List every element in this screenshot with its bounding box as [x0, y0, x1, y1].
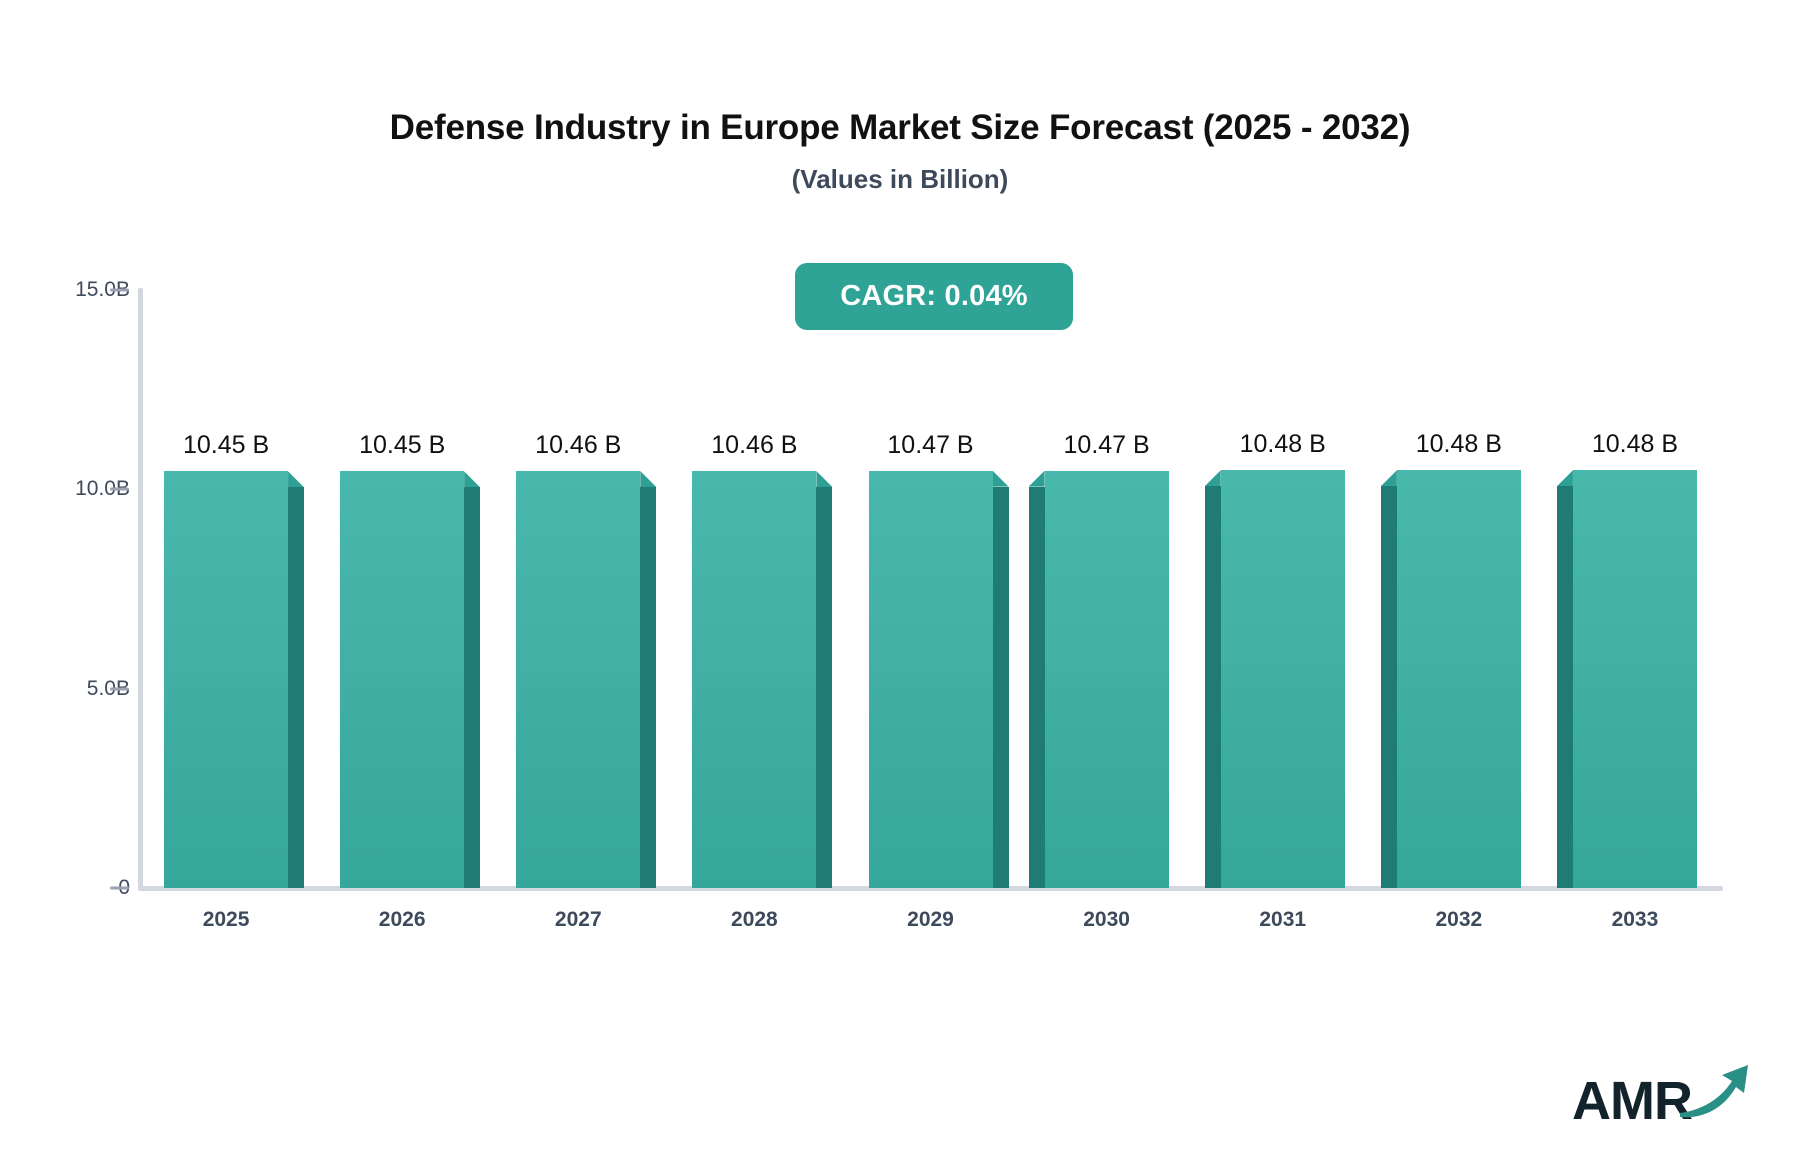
bar-front-face — [868, 470, 993, 888]
x-axis-label: 2026 — [378, 908, 426, 931]
bar-value-label: 10.48 B — [1415, 430, 1502, 459]
bar-side-face — [1380, 486, 1397, 888]
bar-value-label: 10.46 B — [535, 430, 622, 459]
x-axis-label: 2030 — [1083, 908, 1130, 931]
x-axis-label: 2029 — [907, 908, 954, 931]
bar[interactable] — [164, 471, 305, 888]
bar-value-label: 10.45 B — [182, 431, 270, 460]
bar-side-face — [640, 486, 657, 888]
bar-front-face — [164, 471, 289, 888]
cagr-badge-label: CAGR: 0.04% — [840, 280, 1028, 312]
y-axis-line — [138, 288, 143, 890]
y-axis-tick-mark — [110, 487, 129, 491]
x-axis-label: 2032 — [1435, 908, 1483, 931]
title-block: Defense Industry in Europe Market Size F… — [0, 108, 1800, 195]
bar-front-face — [1220, 470, 1345, 888]
bar[interactable] — [1556, 470, 1697, 888]
bar[interactable] — [868, 470, 1009, 888]
chart-subtitle: (Values in Billion) — [791, 164, 1009, 195]
bar-side-face — [1028, 486, 1045, 888]
x-axis-label: 2028 — [731, 908, 778, 931]
bar-side-face — [464, 487, 481, 888]
bar-top-face — [1556, 470, 1573, 487]
bar-front-face — [1572, 470, 1697, 888]
x-axis-label: 2027 — [554, 908, 602, 931]
x-axis-label: 2031 — [1259, 908, 1307, 931]
bar-top-face — [1028, 470, 1045, 487]
bar-front-face — [1044, 470, 1169, 888]
bar[interactable] — [1028, 470, 1169, 888]
bar[interactable] — [340, 471, 481, 888]
trending-up-arrow-icon — [1678, 1059, 1752, 1124]
bar[interactable] — [1380, 470, 1521, 888]
bar-value-label: 10.48 B — [1239, 430, 1326, 459]
bar-side-face — [1204, 486, 1221, 888]
bar-top-face — [992, 470, 1009, 487]
page-title: Defense Industry in Europe Market Size F… — [389, 108, 1411, 147]
bar-top-face — [288, 471, 305, 488]
bar[interactable] — [692, 470, 833, 888]
y-axis-tick-mark — [110, 687, 129, 691]
amr-logo-text: AMR — [1572, 1071, 1693, 1131]
bar-value-label: 10.45 B — [359, 431, 446, 460]
bar-top-face — [464, 471, 481, 488]
bar-value-label: 10.47 B — [887, 430, 974, 459]
bar-front-face — [516, 470, 641, 888]
bar-top-face — [1380, 470, 1397, 487]
bar-side-face — [992, 486, 1009, 888]
cagr-badge: CAGR: 0.04% — [795, 263, 1073, 330]
bar-front-face — [1396, 470, 1521, 888]
bar-top-face — [640, 470, 657, 487]
y-axis-tick-label: 5.0B — [86, 676, 130, 700]
bar-front-face — [340, 471, 465, 888]
bar-top-face — [816, 470, 833, 487]
y-axis-tick-label: 15.0B — [75, 278, 130, 301]
y-axis-tick-label: 10.0B — [75, 477, 130, 501]
bar-side-face — [1556, 486, 1573, 888]
x-axis-label: 2025 — [202, 908, 250, 931]
y-axis-tick-mark — [110, 886, 129, 890]
bar[interactable] — [516, 470, 657, 888]
bar-side-face — [816, 486, 833, 888]
y-axis-tick-mark — [110, 288, 129, 292]
bar-top-face — [1204, 470, 1221, 487]
amr-logo: AMR — [1572, 1059, 1752, 1128]
bar-front-face — [692, 470, 817, 888]
bar[interactable] — [1204, 470, 1345, 888]
x-axis-label: 2033 — [1611, 908, 1659, 931]
bar-value-label: 10.46 B — [711, 430, 798, 459]
bar-side-face — [288, 487, 305, 888]
x-axis-line — [138, 886, 1723, 891]
bar-value-label: 10.47 B — [1063, 430, 1150, 459]
bar-value-label: 10.48 B — [1591, 430, 1679, 459]
